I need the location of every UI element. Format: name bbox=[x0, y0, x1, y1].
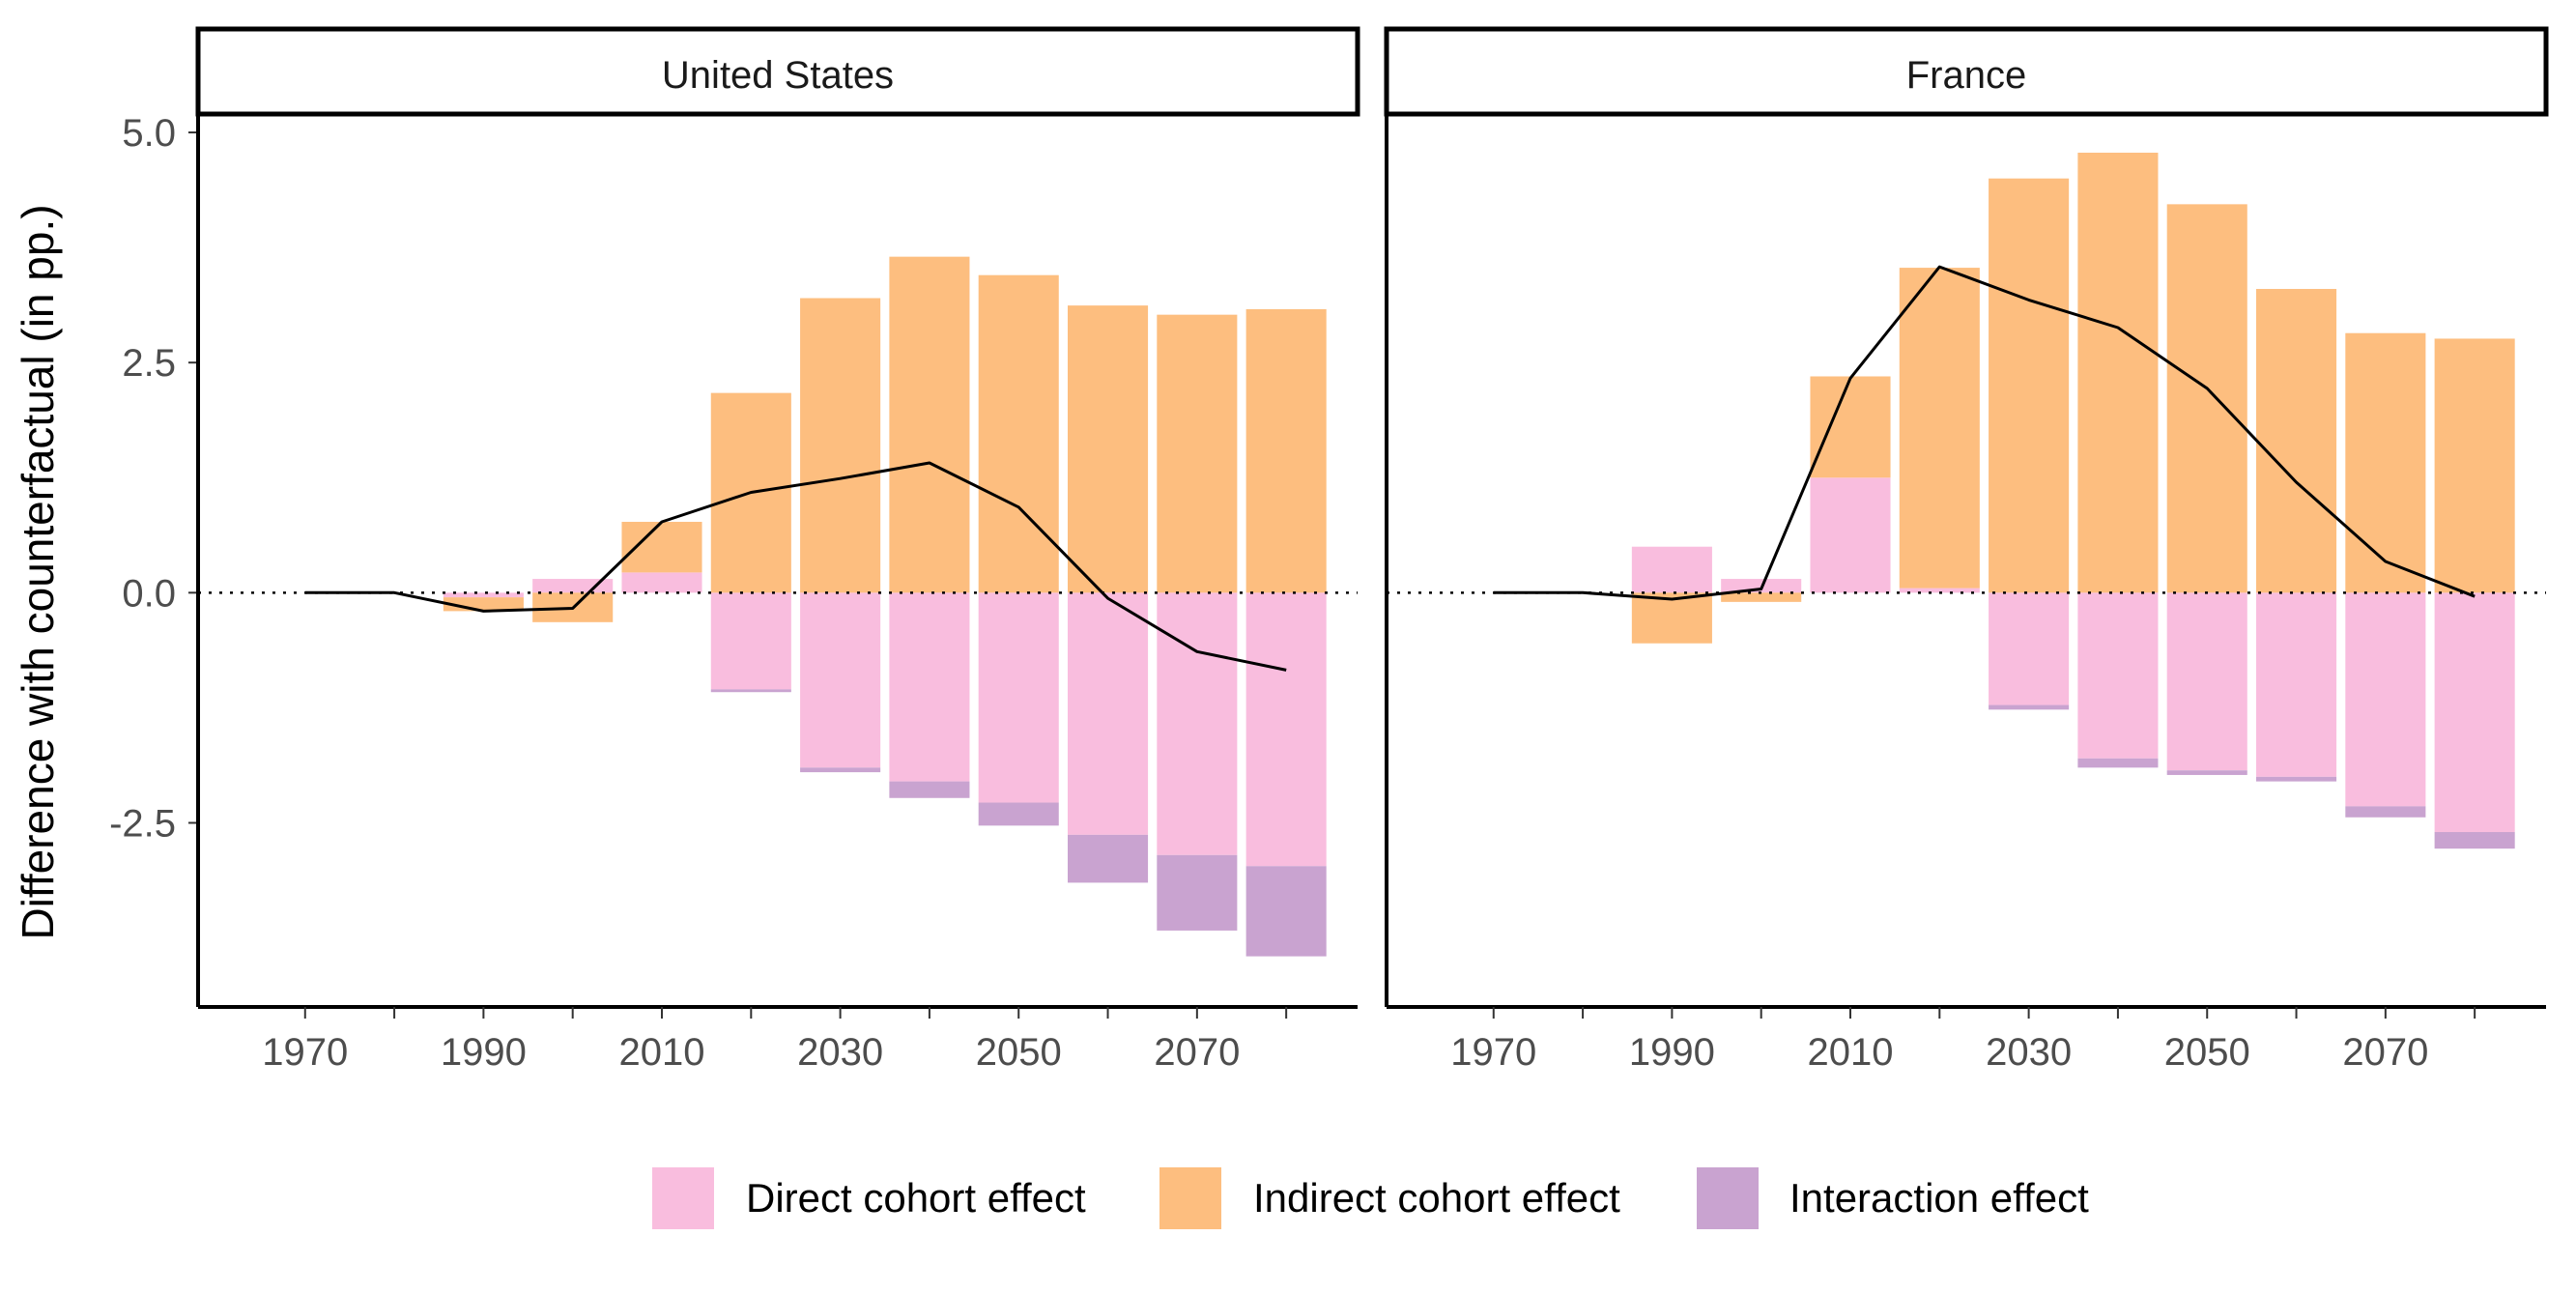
x-tick-label: 2050 bbox=[976, 1031, 1062, 1074]
direct-effect-bar-2060 bbox=[2256, 592, 2337, 777]
direct-effect-bar-1990 bbox=[443, 592, 524, 598]
direct-effect-bar-2030 bbox=[800, 592, 881, 768]
interaction-effect-bar-2080 bbox=[2434, 832, 2515, 849]
direct-effect-bar-2040 bbox=[2077, 592, 2159, 759]
interaction-legend-swatch bbox=[1697, 1167, 1759, 1229]
interaction-legend-label: Interaction effect bbox=[1789, 1175, 2089, 1221]
direct-effect-bar-2010 bbox=[621, 572, 702, 593]
x-tick-label: 1990 bbox=[441, 1031, 527, 1074]
y-tick-label: 2.5 bbox=[122, 342, 176, 385]
indirect-effect-bar-2060 bbox=[1068, 305, 1149, 593]
legend: Direct cohort effect Indirect cohort effe… bbox=[652, 1167, 2089, 1229]
indirect-effect-bar-2040 bbox=[889, 256, 970, 593]
total-effect-line bbox=[1493, 265, 2476, 601]
indirect-effect-bar-2070 bbox=[1157, 314, 1238, 593]
x-tick-label: 2030 bbox=[797, 1031, 883, 1074]
indirect-effect-bar-2010 bbox=[1810, 376, 1891, 478]
interaction-effect-bar-2080 bbox=[1245, 866, 1327, 957]
interaction-effect-bar-2030 bbox=[1989, 704, 2070, 710]
x-tick-label: 2010 bbox=[619, 1031, 705, 1074]
indirect-legend-swatch bbox=[1159, 1167, 1221, 1229]
indirect-effect-bar-2030 bbox=[800, 298, 881, 593]
x-tick-label: 1990 bbox=[1629, 1031, 1715, 1074]
indirect-effect-bar-2060 bbox=[2256, 288, 2337, 593]
indirect-effect-bar-2040 bbox=[2077, 153, 2159, 593]
indirect-effect-bar-2080 bbox=[1245, 308, 1327, 593]
direct-effect-bar-2080 bbox=[1245, 592, 1327, 867]
total-effect-line bbox=[304, 461, 1287, 672]
indirect-effect-bar-2080 bbox=[2434, 338, 2515, 593]
direct-effect-bar-2070 bbox=[1157, 592, 1238, 855]
direct-effect-bar-2060 bbox=[1068, 592, 1149, 835]
interaction-effect-bar-2070 bbox=[1157, 854, 1238, 931]
direct-legend-swatch bbox=[652, 1167, 714, 1229]
direct-effect-bar-2040 bbox=[889, 592, 970, 782]
indirect-effect-bar-1990 bbox=[1631, 592, 1712, 644]
panel-united-states: United States 1970 1990 2010 2030 2050 2070 bbox=[195, 26, 1360, 1074]
direct-effect-bar-2050 bbox=[2166, 592, 2247, 771]
facet-title: United States bbox=[662, 54, 894, 97]
y-axis-label: Difference with counterfactual (in pp.) bbox=[13, 204, 63, 939]
interaction-effect-bar-2050 bbox=[978, 802, 1059, 826]
interaction-effect-bar-2060 bbox=[1068, 834, 1149, 883]
indirect-effect-bar-2050 bbox=[978, 274, 1059, 593]
indirect-legend-label: Indirect cohort effect bbox=[1253, 1175, 1620, 1221]
indirect-effect-bar-2030 bbox=[1989, 178, 2070, 593]
interaction-effect-bar-2050 bbox=[2166, 770, 2247, 775]
x-tick-label: 2050 bbox=[2164, 1031, 2250, 1074]
x-tick-label: 1970 bbox=[262, 1031, 348, 1074]
direct-effect-bar-2050 bbox=[978, 592, 1059, 803]
x-tick-label: 2010 bbox=[1808, 1031, 1894, 1074]
x-tick-label: 2070 bbox=[2342, 1031, 2428, 1074]
y-tick-label: 0.0 bbox=[122, 572, 176, 615]
direct-effect-bar-2080 bbox=[2434, 592, 2515, 833]
direct-legend-label: Direct cohort effect bbox=[746, 1175, 1086, 1221]
x-tick-label: 2070 bbox=[1154, 1031, 1240, 1074]
indirect-effect-bar-2020 bbox=[1899, 268, 1980, 589]
direct-effect-bar-2020 bbox=[710, 592, 791, 690]
indirect-effect-bar-2070 bbox=[2345, 332, 2426, 593]
direct-effect-bar-2070 bbox=[2345, 592, 2426, 807]
interaction-effect-bar-2060 bbox=[2256, 776, 2337, 782]
facet-title: France bbox=[1906, 54, 2027, 97]
interaction-effect-bar-2040 bbox=[889, 781, 970, 798]
interaction-effect-bar-2070 bbox=[2345, 806, 2426, 818]
direct-effect-bar-2030 bbox=[1989, 592, 2070, 705]
y-tick-label: 5.0 bbox=[122, 112, 176, 155]
interaction-effect-bar-2030 bbox=[800, 767, 881, 773]
direct-effect-bar-2020 bbox=[1899, 588, 1980, 593]
x-tick-label: 1970 bbox=[1450, 1031, 1536, 1074]
indirect-effect-bar-2000 bbox=[1721, 592, 1802, 602]
panels-layer: 5.0 2.5 0.0 -2.5 United States 1970 1990 2010 20… bbox=[109, 26, 2549, 1074]
panel-france: France 1970 1990 2010 2030 2050 2070 bbox=[1384, 26, 2549, 1074]
facet-strip bbox=[1384, 26, 2549, 117]
direct-effect-bar-2010 bbox=[1810, 477, 1891, 593]
indirect-effect-bar-2050 bbox=[2166, 204, 2247, 593]
y-tick-label: -2.5 bbox=[109, 802, 176, 845]
direct-effect-bar-1990 bbox=[1631, 546, 1712, 593]
interaction-effect-bar-2020 bbox=[710, 689, 791, 693]
interaction-effect-bar-2040 bbox=[2077, 758, 2159, 768]
facet-strip bbox=[195, 26, 1360, 117]
x-tick-label: 2030 bbox=[1986, 1031, 2072, 1074]
